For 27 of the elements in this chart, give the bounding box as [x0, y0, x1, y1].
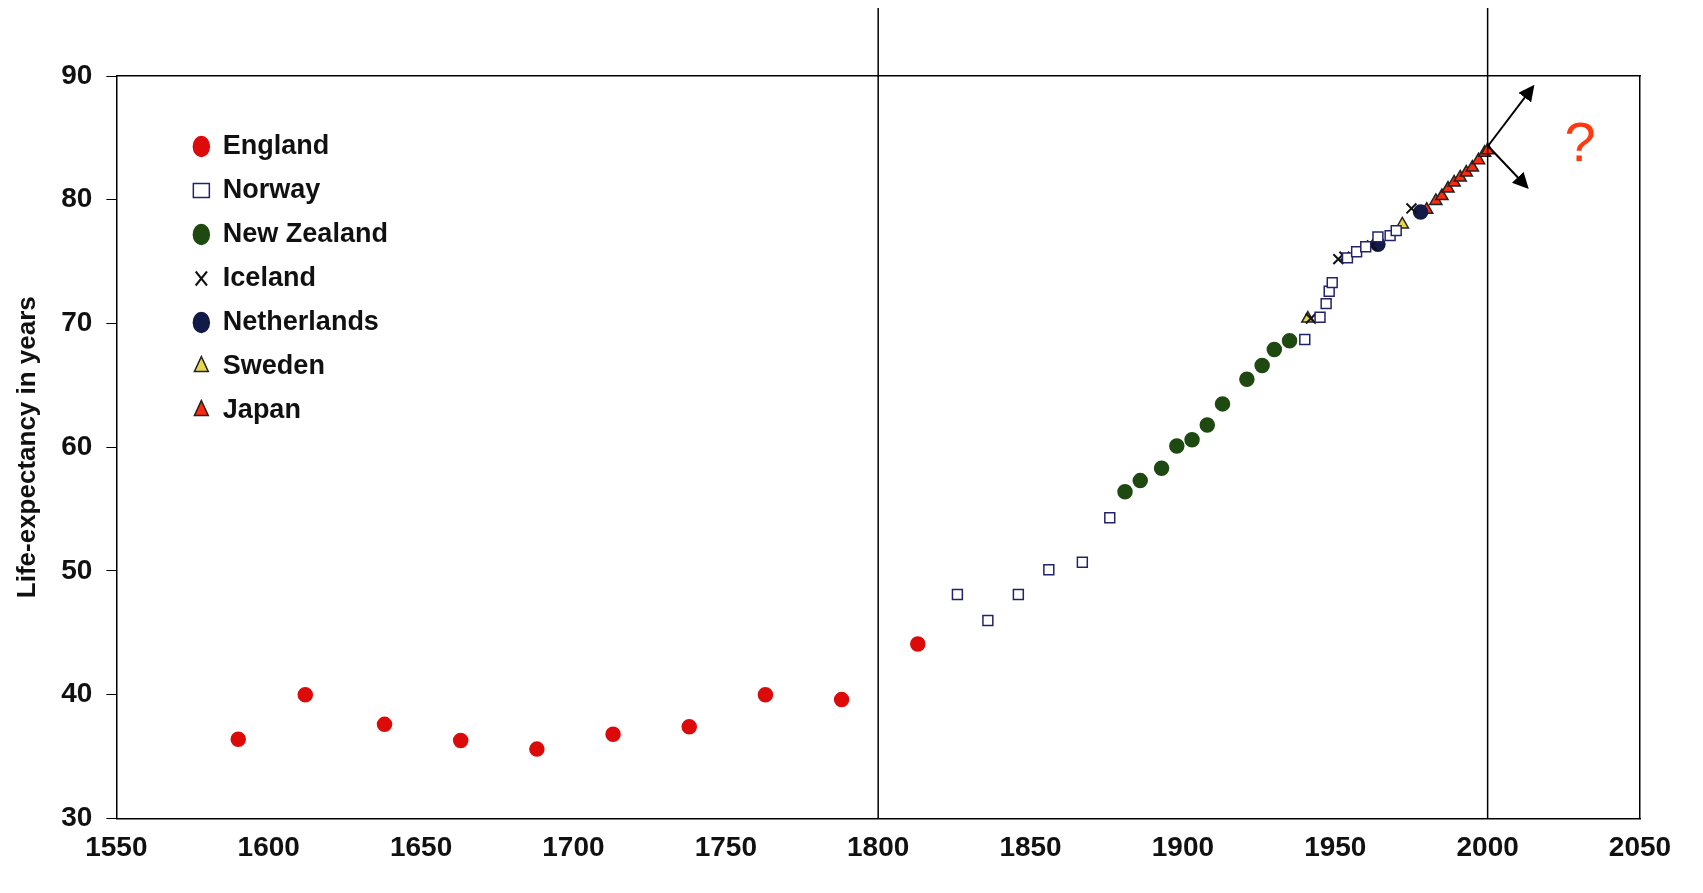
- y-tick-label: 70: [61, 306, 93, 338]
- x-tick-label: 1700: [542, 830, 605, 862]
- x-tick-label: 2000: [1456, 830, 1519, 862]
- y-tick-label: 30: [61, 801, 93, 833]
- y-axis-title: Life-expectancy in years: [10, 296, 41, 599]
- x-tick-label: 1750: [694, 830, 757, 862]
- x-tick-label: 1600: [237, 830, 300, 862]
- y-tick-label: 40: [61, 677, 93, 709]
- legend-label: Japan: [222, 393, 301, 424]
- legend-label: Iceland: [222, 261, 316, 292]
- x-tick-label: 1800: [847, 830, 910, 862]
- legend-label: New Zealand: [222, 217, 388, 248]
- legend-label: Sweden: [222, 349, 325, 380]
- legend-label: Netherlands: [222, 305, 379, 336]
- annotation: ?: [1564, 110, 1596, 174]
- x-tick-label: 1650: [389, 830, 453, 862]
- legend-label: England: [222, 129, 330, 160]
- y-tick-label: 90: [61, 58, 93, 90]
- x-tick-label: 1950: [1304, 830, 1367, 862]
- y-tick-label: 60: [61, 429, 93, 461]
- legend-label: Norway: [222, 173, 321, 204]
- x-tick-label: 2050: [1608, 830, 1672, 862]
- x-tick-label: 1850: [999, 830, 1062, 862]
- x-tick-label: 1900: [1151, 830, 1215, 862]
- y-tick-label: 80: [61, 182, 93, 214]
- y-tick-label: 50: [61, 553, 93, 585]
- x-tick-label: 1550: [85, 830, 148, 862]
